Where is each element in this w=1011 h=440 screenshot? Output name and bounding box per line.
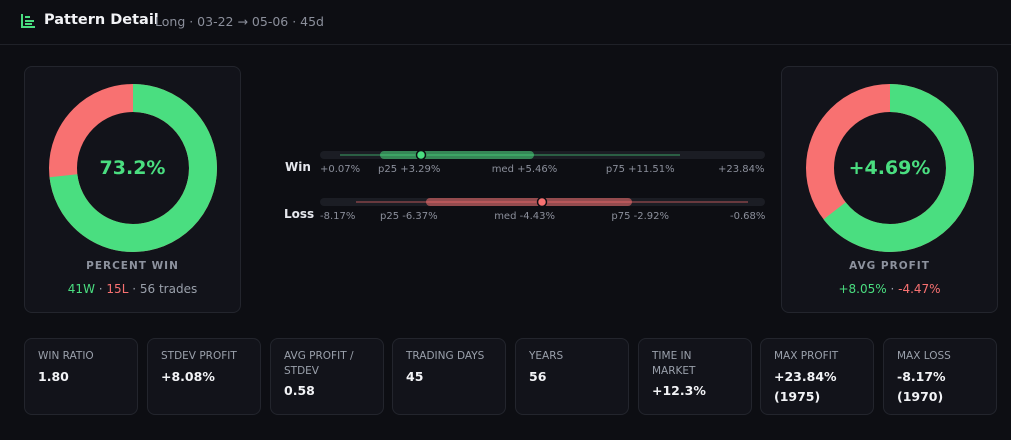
percent-win-donut-chart — [48, 84, 217, 252]
bar-list-icon — [21, 14, 35, 28]
separator: · — [132, 282, 137, 296]
stat-label: MAX LOSS — [897, 350, 951, 362]
stat-card-years: YEARS 56 — [515, 338, 629, 415]
stat-label: TRADING DAYS — [406, 350, 485, 362]
stat-label: YEARS — [529, 350, 564, 362]
win-tick-label: +0.07% — [320, 164, 361, 175]
separator: · — [98, 282, 103, 296]
percent-win-card: 73.2% PERCENT WIN 41W · 15L · 56 trades — [24, 66, 241, 313]
loss-tick-label: -0.68% — [730, 211, 766, 222]
avg-profit-win-arc — [805, 84, 974, 252]
loss-tick-label: p75 -2.92% — [611, 211, 670, 222]
page-title: Pattern Detail — [44, 12, 159, 28]
avg-loss-value: -4.47% — [898, 282, 941, 296]
stat-label: AVG PROFIT / STDEV — [284, 350, 354, 377]
stat-value: +12.3% — [652, 383, 706, 398]
loss-range-ticks: -8.17% p25 -6.37% med -4.43% p75 -2.92% -0.6… — [320, 211, 765, 225]
avg-profit-donut-chart — [805, 84, 974, 252]
win-range-track — [320, 151, 765, 159]
avg-profit-label: AVG PROFIT — [849, 260, 930, 272]
percent-win-win-arc — [48, 84, 217, 252]
stat-label: STDEV PROFIT — [161, 350, 237, 362]
avg-profit-value: +4.69% — [848, 157, 931, 179]
stat-value: -8.17% (1970) — [897, 369, 946, 404]
wins-count: 41W — [67, 282, 95, 296]
losses-count: 15L — [106, 282, 129, 296]
stat-card-max-profit: MAX PROFIT +23.84% (1975) — [760, 338, 874, 415]
loss-median-dot — [536, 196, 548, 208]
win-range-label: Win — [285, 160, 311, 174]
loss-tick-label: p25 -6.37% — [380, 211, 438, 222]
stat-label: TIME IN MARKET — [652, 350, 696, 377]
stat-card-avg-profit-stdev: AVG PROFIT / STDEV 0.58 — [270, 338, 384, 415]
percent-win-label: PERCENT WIN — [86, 260, 179, 272]
avg-profit-card: +4.69% AVG PROFIT +8.05% · -4.47% — [781, 66, 998, 313]
stat-label: WIN RATIO — [38, 350, 94, 362]
stat-card-win-ratio: WIN RATIO 1.80 — [24, 338, 138, 415]
stat-card-max-loss: MAX LOSS -8.17% (1970) — [883, 338, 997, 415]
stat-value: 1.80 — [38, 369, 69, 384]
stat-label: MAX PROFIT — [774, 350, 839, 362]
stat-value: 56 — [529, 369, 547, 384]
stat-card-trading-days: TRADING DAYS 45 — [392, 338, 506, 415]
stat-value: +23.84% (1975) — [774, 369, 837, 404]
win-tick-label: p25 +3.29% — [378, 164, 441, 175]
loss-tick-label: -8.17% — [320, 211, 356, 222]
stat-card-time-in-market: TIME IN MARKET +12.3% — [638, 338, 752, 415]
trades-count: 56 trades — [139, 282, 198, 296]
stat-value: 45 — [406, 369, 424, 384]
win-tick-label: p75 +11.51% — [605, 164, 675, 175]
win-range-bar — [340, 149, 680, 161]
header-bar: Pattern Detail Long · 03-22 → 05-06 · 45… — [0, 0, 1011, 45]
win-tick-label: med +5.46% — [491, 164, 558, 175]
stat-card-stdev-profit: STDEV PROFIT +8.08% — [147, 338, 261, 415]
stat-value: +8.08% — [161, 369, 215, 384]
page-subtitle: Long · 03-22 → 05-06 · 45d — [155, 14, 324, 29]
loss-range-label: Loss — [284, 207, 315, 221]
win-iqr-box — [380, 151, 534, 159]
win-median-dot — [415, 149, 427, 161]
loss-iqr-box — [426, 198, 632, 206]
avg-win-value: +8.05% — [838, 282, 887, 296]
avg-profit-donut: +4.69% — [805, 83, 975, 253]
percent-win-donut: 73.2% — [48, 83, 218, 253]
win-tick-label: +23.84% — [718, 164, 765, 175]
win-range-ticks: +0.07% p25 +3.29% med +5.46% p75 +11.51% +23… — [320, 164, 765, 178]
avg-profit-breakdown: +8.05% · -4.47% — [782, 282, 997, 296]
loss-tick-label: med -4.43% — [494, 211, 555, 222]
percent-win-value: 73.2% — [99, 157, 166, 179]
separator: · — [890, 282, 895, 296]
percent-win-breakdown: 41W · 15L · 56 trades — [25, 282, 240, 296]
stat-value: 0.58 — [284, 383, 315, 398]
loss-range-bar — [356, 196, 748, 208]
